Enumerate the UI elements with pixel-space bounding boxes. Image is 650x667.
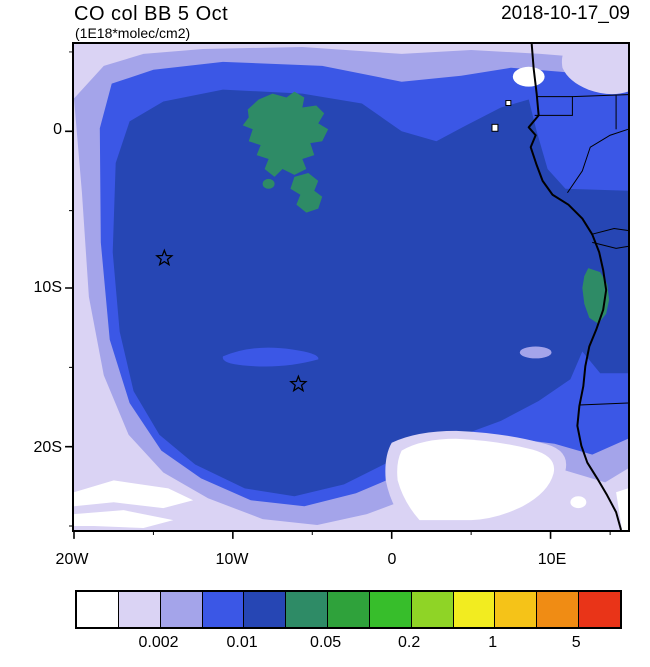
map-svg <box>65 43 629 539</box>
se-corner-white <box>616 488 628 530</box>
colorbar-label-1: 1 <box>488 634 498 651</box>
ne-white-spot <box>512 66 545 87</box>
colorbar-label-5: 5 <box>571 634 581 651</box>
y-tick-10s: 10S <box>33 279 62 296</box>
y-tick-20s: 20S <box>33 439 62 456</box>
colorbar-cell-4 <box>201 592 244 627</box>
colorbar-label-0.01: 0.01 <box>226 634 258 651</box>
coastline <box>527 43 623 531</box>
contour-fill-level-6-south-lobe <box>290 172 323 213</box>
plot-title: CO col BB 5 Oct <box>74 3 229 25</box>
map-plot <box>65 42 630 539</box>
low-value-white-pool <box>397 438 555 521</box>
contour-fill-level-5 <box>112 89 628 497</box>
contour-spot-level-3 <box>519 346 552 359</box>
colorbar-cell-9 <box>410 592 453 627</box>
colorbar-cell-2 <box>117 592 160 627</box>
contour-fill-level-6-main <box>242 91 329 177</box>
contour-fill-level-6-small <box>262 178 275 189</box>
x-tick-10e: 10E <box>537 551 567 568</box>
colorbar-cell-1 <box>77 592 118 627</box>
axis-ticks-major <box>65 130 552 539</box>
colorbar-cell-13 <box>578 592 620 627</box>
x-tick-20w: 20W <box>55 551 89 568</box>
colorbar <box>75 590 622 629</box>
colorbar-cell-11 <box>494 592 537 627</box>
colorbar-cell-12 <box>536 592 579 627</box>
colorbar-cell-3 <box>159 592 202 627</box>
axis-ticks-minor <box>69 51 611 535</box>
colorbar-cell-7 <box>327 592 369 627</box>
colorbar-label-0.002: 0.002 <box>138 634 179 651</box>
contour-wisp-level-4 <box>222 347 319 367</box>
timestamp: 2018-10-17_09 <box>501 3 630 24</box>
country-borders <box>534 94 629 406</box>
x-tick-0: 0 <box>387 551 397 568</box>
colorbar-cell-6 <box>285 592 328 627</box>
sw-white-streak-1 <box>74 480 194 509</box>
island-sao-tome <box>491 123 499 132</box>
island-principe <box>505 100 512 106</box>
ne-lavender-patch <box>561 47 628 95</box>
colorbar-cell-8 <box>368 592 411 627</box>
colorbar-cell-10 <box>452 592 495 627</box>
units-label: (1E18*molec/cm2) <box>75 25 191 41</box>
colorbar-label-0.2: 0.2 <box>398 634 421 651</box>
coastal-white-spot <box>570 496 587 509</box>
sw-white-streak-2 <box>74 510 174 529</box>
star-marker-1 <box>155 248 174 267</box>
colorbar-label-0.05: 0.05 <box>310 634 342 651</box>
star-marker-2 <box>289 374 308 393</box>
y-tick-0: 0 <box>53 121 62 138</box>
colorbar-cell-5 <box>243 592 286 627</box>
x-tick-10w: 10W <box>215 551 249 568</box>
